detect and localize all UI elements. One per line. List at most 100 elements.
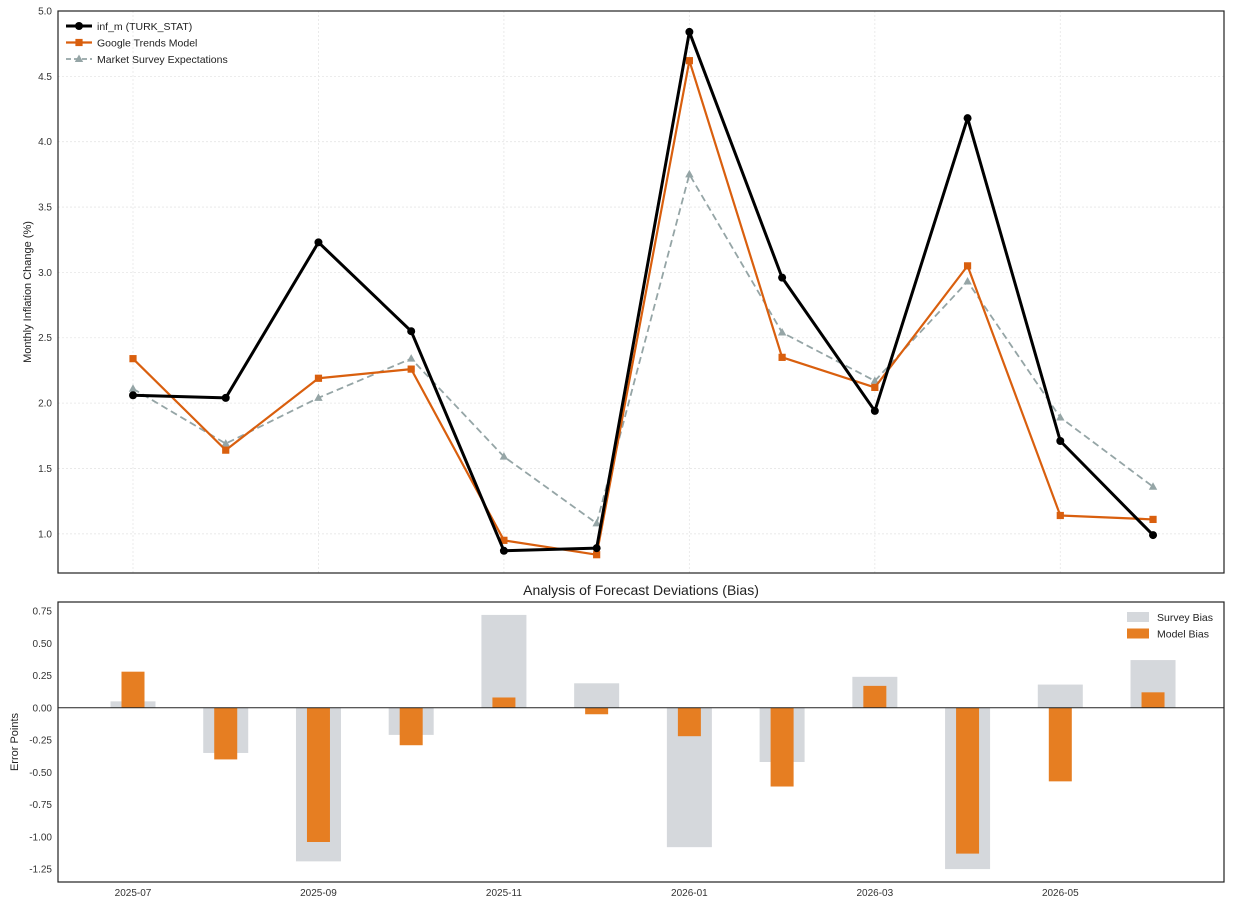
top-y-tick-label: 1.5 (38, 464, 52, 475)
marker-square (871, 383, 879, 392)
model-bias-bar (399, 707, 423, 746)
marker-triangle (1056, 412, 1065, 421)
marker-triangle (963, 277, 972, 285)
top-series-group (128, 27, 1158, 559)
marker-circle (407, 327, 416, 336)
marker-triangle (870, 376, 880, 384)
bottom-y-tick-label: -1.00 (29, 832, 52, 843)
legend-swatch (1127, 628, 1149, 639)
bias-chart-title: Analysis of Forecast Deviations (Bias) (523, 582, 759, 598)
marker-square (314, 374, 323, 382)
marker-circle (778, 273, 787, 282)
marker-triangle (685, 169, 694, 178)
marker-square (685, 57, 693, 65)
marker-triangle (128, 384, 138, 392)
marker-circle (75, 22, 83, 30)
marker-square (407, 365, 415, 373)
marker-square (778, 353, 786, 361)
model-bias-bar (585, 707, 609, 715)
marker-triangle (592, 518, 601, 527)
top-y-tick-label: 3.0 (38, 268, 52, 279)
model-bias-bar (121, 671, 145, 708)
top-y-tick-label: 4.5 (38, 72, 52, 83)
marker-triangle (406, 354, 416, 362)
marker-circle (1149, 531, 1158, 540)
bottom-y-tick-label: -1.25 (29, 865, 52, 876)
bottom-x-tick-label: 2026-01 (671, 888, 708, 899)
bottom-y-tick-label: 0.50 (33, 639, 53, 650)
bias-bar-chart: Analysis of Forecast Deviations (Bias) -… (9, 582, 1225, 899)
survey-bias-bar (574, 683, 620, 708)
top-plot-frame (57, 10, 1225, 574)
model-bias-bar (677, 707, 701, 737)
marker-square (593, 551, 601, 559)
bottom-y-tick-label: 0.75 (33, 607, 53, 618)
bottom-x-tick-label: 2025-11 (486, 888, 522, 899)
bottom-x-tick-label: 2026-05 (1042, 888, 1079, 899)
top-y-tick-label: 2.0 (38, 399, 52, 410)
top-y-tick-label: 5.0 (38, 7, 52, 18)
top-y-tick-label: 3.5 (38, 203, 52, 214)
marker-triangle (499, 452, 509, 460)
top-grid (58, 10, 1224, 573)
top-legend: inf_m (TURK_STAT) Google Trends Model Mark… (66, 21, 228, 66)
bottom-y-axis-label: Error Points (9, 712, 21, 771)
top-y-axis-ticks: 1.0 1.5 2.0 2.5 3.0 3.5 4.0 4.5 5.0 (38, 7, 52, 541)
legend-label: Survey Bias (1157, 612, 1213, 624)
model-bias-bar (863, 685, 887, 708)
marker-square (500, 536, 508, 544)
series-survey (128, 169, 1158, 527)
bottom-y-axis-ticks: -1.25 -1.00 -0.75 -0.50 -0.25 0.00 0.25 0.50 0.7… (29, 607, 52, 876)
model-bias-bar (214, 707, 238, 760)
marker-circle (499, 546, 508, 555)
top-y-tick-label: 2.5 (38, 333, 52, 344)
series-actual (129, 27, 1158, 555)
legend-label: Google Trends Model (97, 38, 197, 50)
marker-circle (221, 393, 230, 402)
marker-circle (129, 391, 137, 400)
top-y-axis-label: Monthly Inflation Change (%) (22, 221, 34, 363)
series-line (132, 173, 1154, 525)
marker-square (222, 446, 230, 454)
bottom-x-tick-label: 2025-09 (300, 888, 337, 899)
marker-circle (685, 27, 694, 36)
marker-square (963, 262, 972, 270)
marker-circle (1056, 436, 1065, 445)
marker-square (75, 38, 83, 47)
model-bias-bar (770, 707, 794, 787)
model-bias-bar (1048, 707, 1072, 782)
marker-square (129, 355, 137, 363)
top-y-tick-label: 1.0 (38, 529, 52, 540)
top-y-tick-label: 4.0 (38, 137, 52, 148)
legend-label: Model Bias (1157, 629, 1209, 641)
series-line (132, 59, 1154, 556)
marker-circle (314, 238, 323, 247)
bottom-y-tick-label: 0.00 (33, 703, 53, 714)
model-bias-bar (956, 707, 980, 854)
marker-triangle (1148, 482, 1158, 490)
bottom-y-tick-label: -0.75 (29, 800, 52, 811)
bottom-bars-group (110, 614, 1176, 870)
bottom-y-tick-label: -0.25 (29, 736, 52, 747)
inflation-line-chart: 1.0 1.5 2.0 2.5 3.0 3.5 4.0 4.5 5.0 Monthly Infl… (22, 7, 1225, 574)
marker-square (1056, 511, 1064, 520)
model-bias-bar (1141, 692, 1165, 708)
legend-label: Market Survey Expectations (97, 54, 228, 66)
bottom-plot-frame (57, 601, 1225, 883)
bottom-legend: Survey Bias Model Bias (1127, 612, 1213, 641)
marker-triangle (221, 439, 230, 447)
bottom-x-tick-label: 2025-07 (115, 888, 152, 899)
survey-bias-bar (481, 614, 527, 708)
marker-circle (870, 406, 879, 415)
bottom-y-tick-label: 0.25 (33, 671, 53, 682)
bottom-y-tick-label: -0.50 (29, 768, 52, 779)
model-bias-bar (306, 707, 330, 842)
bottom-x-axis-ticks: 2025-07 2025-09 2025-11 2026-01 2026-03 2026-… (115, 888, 1079, 899)
series-line (132, 30, 1155, 553)
legend-swatch (1127, 612, 1149, 622)
model-bias-bar (492, 697, 516, 708)
series-model (129, 57, 1157, 559)
marker-triangle (777, 328, 787, 336)
marker-circle (592, 544, 601, 553)
